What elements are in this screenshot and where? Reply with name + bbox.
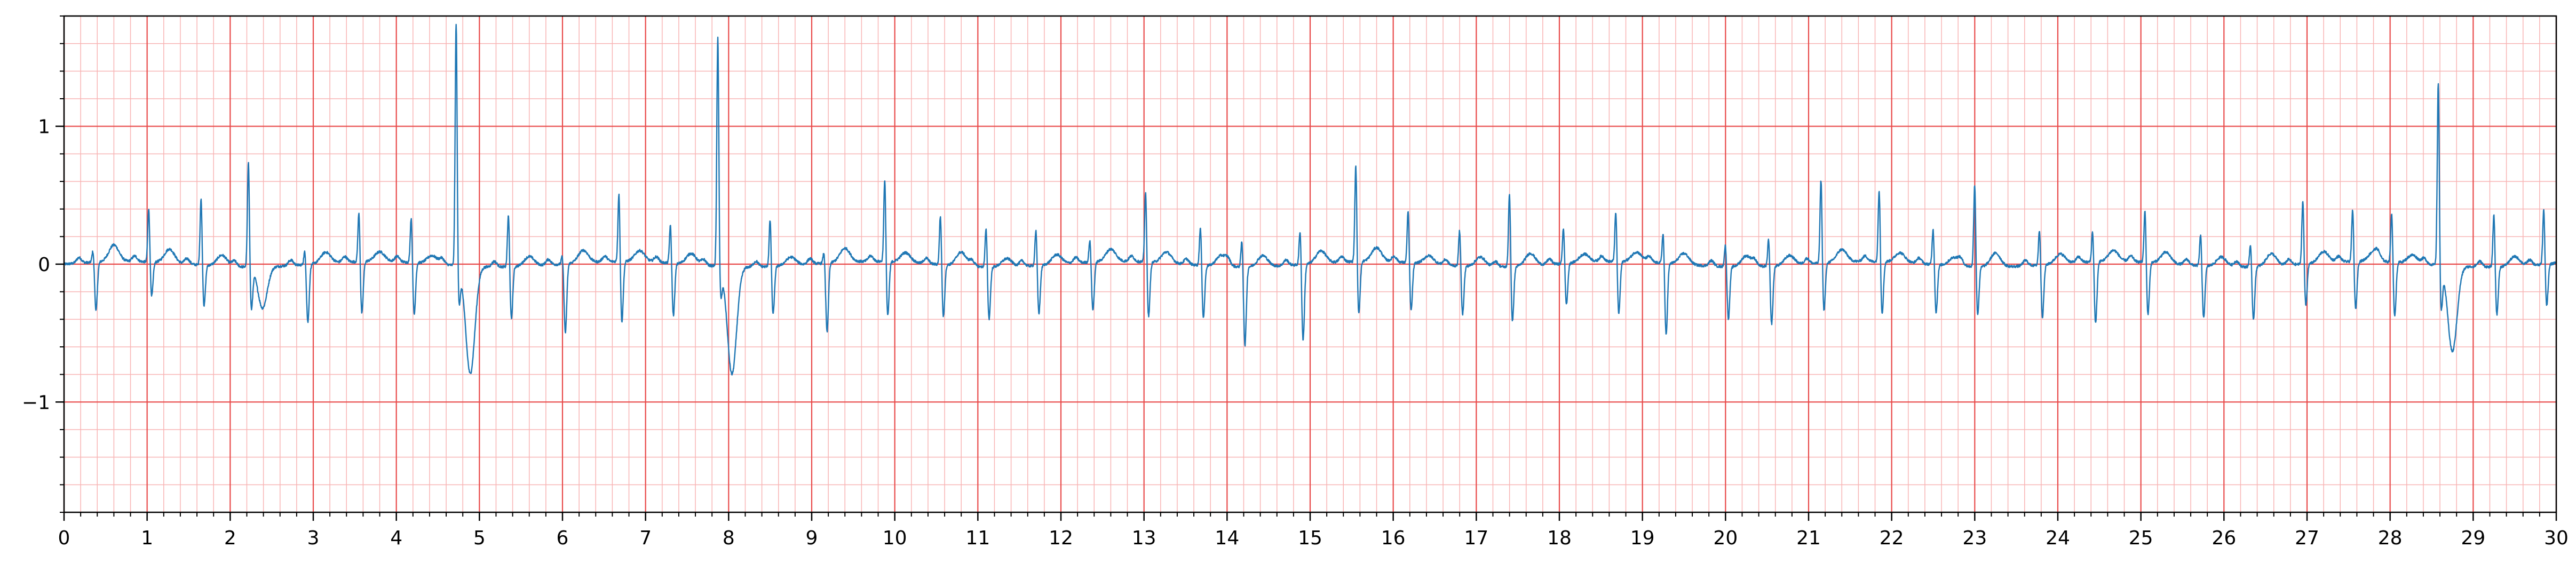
y-tick-label: 0 [38,254,50,276]
x-tick-label: 0 [58,527,70,549]
x-tick-label: 2 [224,527,236,549]
x-tick-label: 21 [1796,527,1821,549]
x-tick-label: 30 [2544,527,2569,549]
x-tick-label: 26 [2212,527,2236,549]
x-tick-label: 24 [2046,527,2070,549]
x-tick-label: 17 [1464,527,1488,549]
x-tick-label: 27 [2295,527,2319,549]
x-tick-label: 1 [141,527,153,549]
x-tick-label: 28 [2378,527,2403,549]
x-tick-label: 7 [639,527,652,549]
x-tick-label: 25 [2129,527,2153,549]
x-tick-label: 11 [965,527,990,549]
x-tick-label: 14 [1215,527,1239,549]
x-tick-label: 5 [473,527,486,549]
y-axis-ticks: −1 0 1 [22,15,64,513]
x-axis-ticks: 0 1 2 3 4 5 6 7 8 9 10 11 12 13 14 15 16 17 18 19 20 21 22 23 24… [58,512,2569,549]
x-tick-label: 16 [1381,527,1406,549]
x-tick-label: 22 [1880,527,1904,549]
x-tick-label: 8 [723,527,735,549]
y-tick-label: 1 [38,116,50,138]
x-tick-label: 20 [1713,527,1738,549]
x-tick-label: 10 [883,527,907,549]
x-tick-label: 3 [307,527,320,549]
x-tick-label: 23 [1962,527,1987,549]
x-tick-label: 29 [2461,527,2485,549]
x-tick-label: 19 [1630,527,1655,549]
x-tick-label: 18 [1547,527,1572,549]
ecg-trace-line [63,23,2557,376]
y-tick-label: −1 [22,392,50,414]
x-tick-label: 6 [557,527,569,549]
x-tick-label: 9 [806,527,818,549]
x-tick-label: 15 [1298,527,1322,549]
x-tick-label: 4 [390,527,402,549]
x-tick-label: 12 [1049,527,1073,549]
x-tick-label: 13 [1132,527,1156,549]
